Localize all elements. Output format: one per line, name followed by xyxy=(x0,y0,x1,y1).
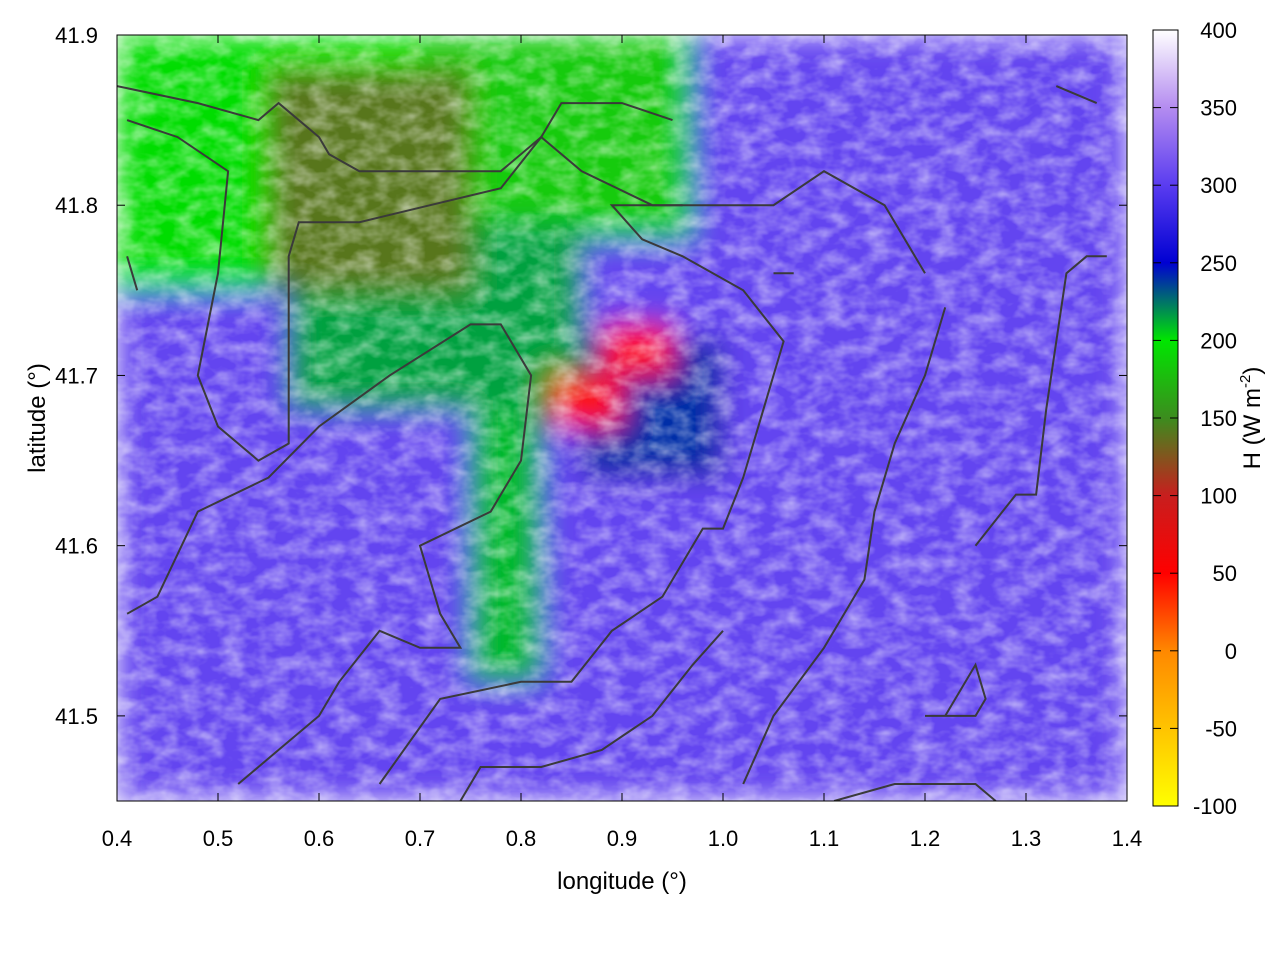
heatmap-texture xyxy=(117,35,1127,801)
colorbar-tick-label: 250 xyxy=(1200,251,1237,276)
colorbar-label-main: H (W m xyxy=(1239,388,1266,469)
contour-lines xyxy=(117,85,1107,801)
colorbar-label-sup: -2 xyxy=(1237,375,1254,388)
x-axis-label: longitude (°) xyxy=(557,868,687,895)
contour-line xyxy=(1055,85,1098,105)
colorbar: 400 350 300 250 200 150 100 50 0 -50 -100 H (W m-2… xyxy=(1152,18,1266,819)
x-tick-label: 0.7 xyxy=(405,826,436,851)
x-tick-label: 0.8 xyxy=(506,826,537,851)
x-tick-label: 1.1 xyxy=(809,826,840,851)
colorbar-tick-label: 400 xyxy=(1200,18,1237,43)
contour-line xyxy=(117,85,673,173)
x-tick-label: 0.9 xyxy=(607,826,638,851)
contour-line xyxy=(742,307,947,785)
contour-line xyxy=(833,783,997,801)
colorbar-tick-label: 50 xyxy=(1213,561,1237,586)
x-tick-label: 0.6 xyxy=(304,826,335,851)
y-tick-label: 41.8 xyxy=(55,193,98,218)
x-tick-label: 1.2 xyxy=(910,826,941,851)
contour-line xyxy=(126,323,533,785)
colorbar-ticks: 400 350 300 250 200 150 100 50 0 -50 -100 xyxy=(1153,18,1237,819)
colorbar-tick-label: -50 xyxy=(1205,716,1237,741)
x-tick-label: 1.3 xyxy=(1011,826,1042,851)
y-tick-label: 41.9 xyxy=(55,23,98,48)
colorbar-tick-label: 200 xyxy=(1200,328,1237,353)
colorbar-tick-label: 150 xyxy=(1200,406,1237,431)
x-tick-label: 1.0 xyxy=(708,826,739,851)
colorbar-tick-label: 0 xyxy=(1225,639,1237,664)
colorbar-tick-label: 300 xyxy=(1200,173,1237,198)
colorbar-tick-label: 350 xyxy=(1200,96,1237,121)
contour-line xyxy=(378,170,926,785)
colorbar-tick-label: 100 xyxy=(1200,484,1237,509)
plot-area xyxy=(117,35,1127,801)
contour-line xyxy=(974,255,1107,547)
x-tick-label: 0.4 xyxy=(102,826,133,851)
y-axis-label: latitude (°) xyxy=(24,363,51,473)
colorbar-tick-label: -100 xyxy=(1193,794,1237,819)
colorbar-label-end: ) xyxy=(1239,367,1266,375)
x-tick-label: 0.5 xyxy=(203,826,234,851)
x-tick-label: 1.4 xyxy=(1112,826,1143,851)
contour-line xyxy=(126,256,139,291)
y-tick-label: 41.5 xyxy=(55,704,98,729)
contour-line xyxy=(459,630,724,801)
colorbar-label: H (W m-2) xyxy=(1237,367,1266,470)
y-tick-label: 41.7 xyxy=(55,363,98,388)
y-axis-ticks: 41.5 41.6 41.7 41.8 41.9 xyxy=(55,23,1127,729)
contour-line xyxy=(925,662,987,717)
x-axis-ticks: 0.4 0.5 0.6 0.7 0.8 0.9 1.0 1.1 1.2 1.3 1.4 xyxy=(102,35,1143,851)
y-tick-label: 41.6 xyxy=(55,534,98,559)
contour-line xyxy=(126,119,683,462)
